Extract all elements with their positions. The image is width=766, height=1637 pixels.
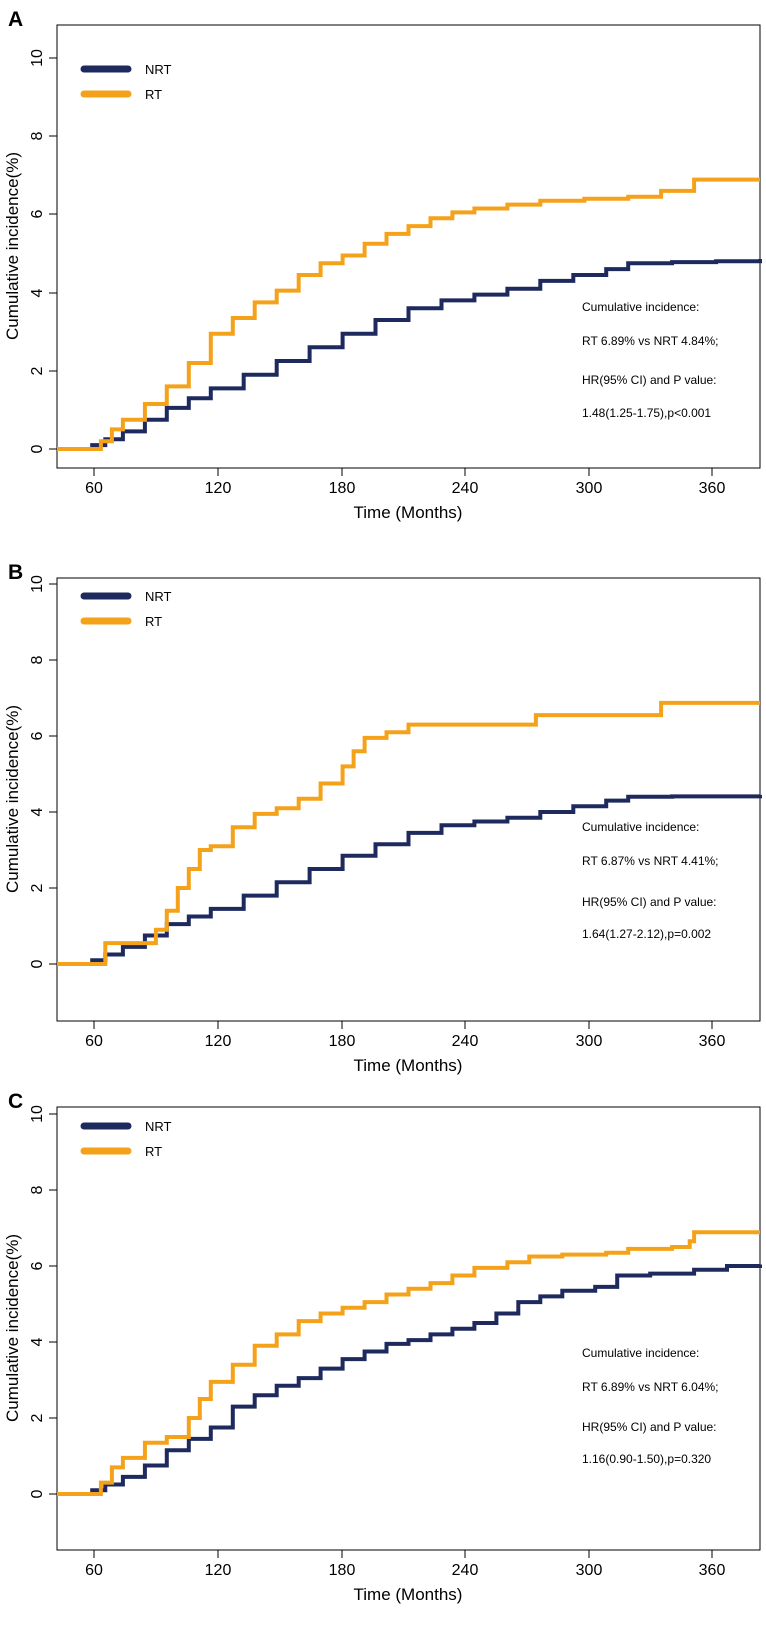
annotation-line: Cumulative incidence:: [582, 300, 699, 314]
y-tick-label: 8: [29, 655, 46, 664]
stats-annotation: Cumulative incidence: RT 6.89% vs NRT 4.…: [582, 300, 719, 420]
x-tick-label: 180: [329, 1033, 356, 1050]
plot-frame: [56, 1106, 761, 1551]
x-tick-label: 300: [576, 1033, 603, 1050]
series-line-nrt: [57, 794, 762, 966]
x-tick-label: 180: [329, 480, 356, 497]
y-tick-label: 10: [29, 575, 46, 593]
x-tick-label: 240: [452, 1033, 479, 1050]
series-layer: [57, 177, 762, 451]
y-axis: 0 2 4 6 8 10 Cumulative incidence(%): [3, 1105, 57, 1498]
x-tick-label: 360: [699, 1562, 726, 1579]
y-axis: 0 2 4 6 8 10 Cumulative incidence(%): [3, 49, 57, 453]
panel-label: A: [8, 8, 23, 31]
series-layer: [57, 1230, 762, 1496]
y-tick-label: 0: [29, 959, 46, 968]
stats-annotation: Cumulative incidence: RT 6.87% vs NRT 4.…: [582, 820, 719, 941]
x-axis: 60 120 180 240 300 360 Time (Months): [85, 1550, 725, 1604]
annotation-line: 1.64(1.27-2.12),p=0.002: [582, 927, 711, 941]
annotation-line: RT 6.89% vs NRT 4.84%;: [582, 334, 719, 348]
panel-label: C: [8, 1090, 23, 1113]
x-tick-label: 300: [576, 480, 603, 497]
legend-label-rt: RT: [145, 1144, 162, 1159]
x-tick-label: 240: [452, 1562, 479, 1579]
x-tick-label: 300: [576, 1562, 603, 1579]
y-tick-label: 10: [29, 1105, 46, 1123]
y-tick-label: 2: [29, 883, 46, 892]
legend-label-rt: RT: [145, 614, 162, 629]
series-layer: [57, 700, 762, 966]
legend: NRT RT: [80, 589, 172, 629]
x-tick-label: 360: [699, 1033, 726, 1050]
series-line-nrt: [57, 259, 762, 451]
series-line-rt: [57, 1230, 760, 1496]
panel-c: C 60 120 180 240 300 360 Time (Months) 0…: [3, 1090, 762, 1604]
plot-frame: [56, 577, 761, 1022]
panel-label: B: [8, 561, 23, 584]
annotation-line: HR(95% CI) and P value:: [582, 373, 717, 387]
y-tick-label: 0: [29, 444, 46, 453]
series-line-rt: [57, 177, 760, 451]
legend-label-nrt: NRT: [145, 1119, 172, 1134]
annotation-line: 1.16(0.90-1.50),p=0.320: [582, 1452, 711, 1466]
legend-label-rt: RT: [145, 87, 162, 102]
y-tick-label: 4: [29, 288, 46, 297]
panel-b: B 60 120 180 240 300 360 Time (Months) 0…: [3, 561, 762, 1075]
x-tick-label: 120: [205, 1033, 232, 1050]
x-tick-label: 120: [205, 480, 232, 497]
plot-frame: [56, 24, 761, 469]
y-axis-label: Cumulative incidence(%): [3, 1234, 22, 1422]
legend-label-nrt: NRT: [145, 589, 172, 604]
x-tick-label: 180: [329, 1562, 356, 1579]
annotation-line: HR(95% CI) and P value:: [582, 1420, 717, 1434]
legend: NRT RT: [80, 62, 172, 102]
y-tick-label: 6: [29, 209, 46, 218]
annotation-line: Cumulative incidence:: [582, 1346, 699, 1360]
y-tick-label: 6: [29, 1261, 46, 1270]
legend-label-nrt: NRT: [145, 62, 172, 77]
y-tick-label: 0: [29, 1489, 46, 1498]
y-tick-label: 8: [29, 1185, 46, 1194]
x-axis-label: Time (Months): [354, 1056, 463, 1075]
annotation-line: 1.48(1.25-1.75),p<0.001: [582, 406, 711, 420]
stats-annotation: Cumulative incidence: RT 6.89% vs NRT 6.…: [582, 1346, 719, 1466]
annotation-line: HR(95% CI) and P value:: [582, 895, 717, 909]
x-axis-label: Time (Months): [354, 503, 463, 522]
annotation-line: Cumulative incidence:: [582, 820, 699, 834]
x-axis-label: Time (Months): [354, 1585, 463, 1604]
y-axis-label: Cumulative incidence(%): [3, 152, 22, 340]
y-tick-label: 2: [29, 366, 46, 375]
x-tick-label: 60: [85, 1562, 103, 1579]
x-tick-label: 60: [85, 480, 103, 497]
y-tick-label: 8: [29, 131, 46, 140]
x-tick-label: 120: [205, 1562, 232, 1579]
y-axis-label: Cumulative incidence(%): [3, 705, 22, 893]
annotation-line: RT 6.89% vs NRT 6.04%;: [582, 1380, 719, 1394]
x-tick-label: 360: [699, 480, 726, 497]
y-tick-label: 6: [29, 731, 46, 740]
y-axis: 0 2 4 6 8 10 Cumulative incidence(%): [3, 575, 57, 968]
series-line-nrt: [57, 1264, 762, 1496]
y-tick-label: 10: [29, 49, 46, 67]
y-tick-label: 4: [29, 807, 46, 816]
panel-a: A 60 120 180 240 300 360 Time (Months) 0…: [3, 8, 762, 522]
x-axis: 60 120 180 240 300 360 Time (Months): [85, 468, 725, 522]
y-tick-label: 4: [29, 1337, 46, 1346]
legend: NRT RT: [80, 1119, 172, 1159]
y-tick-label: 2: [29, 1413, 46, 1422]
series-line-rt: [57, 700, 760, 966]
x-axis: 60 120 180 240 300 360 Time (Months): [85, 1021, 725, 1075]
x-tick-label: 240: [452, 480, 479, 497]
x-tick-label: 60: [85, 1033, 103, 1050]
annotation-line: RT 6.87% vs NRT 4.41%;: [582, 854, 719, 868]
